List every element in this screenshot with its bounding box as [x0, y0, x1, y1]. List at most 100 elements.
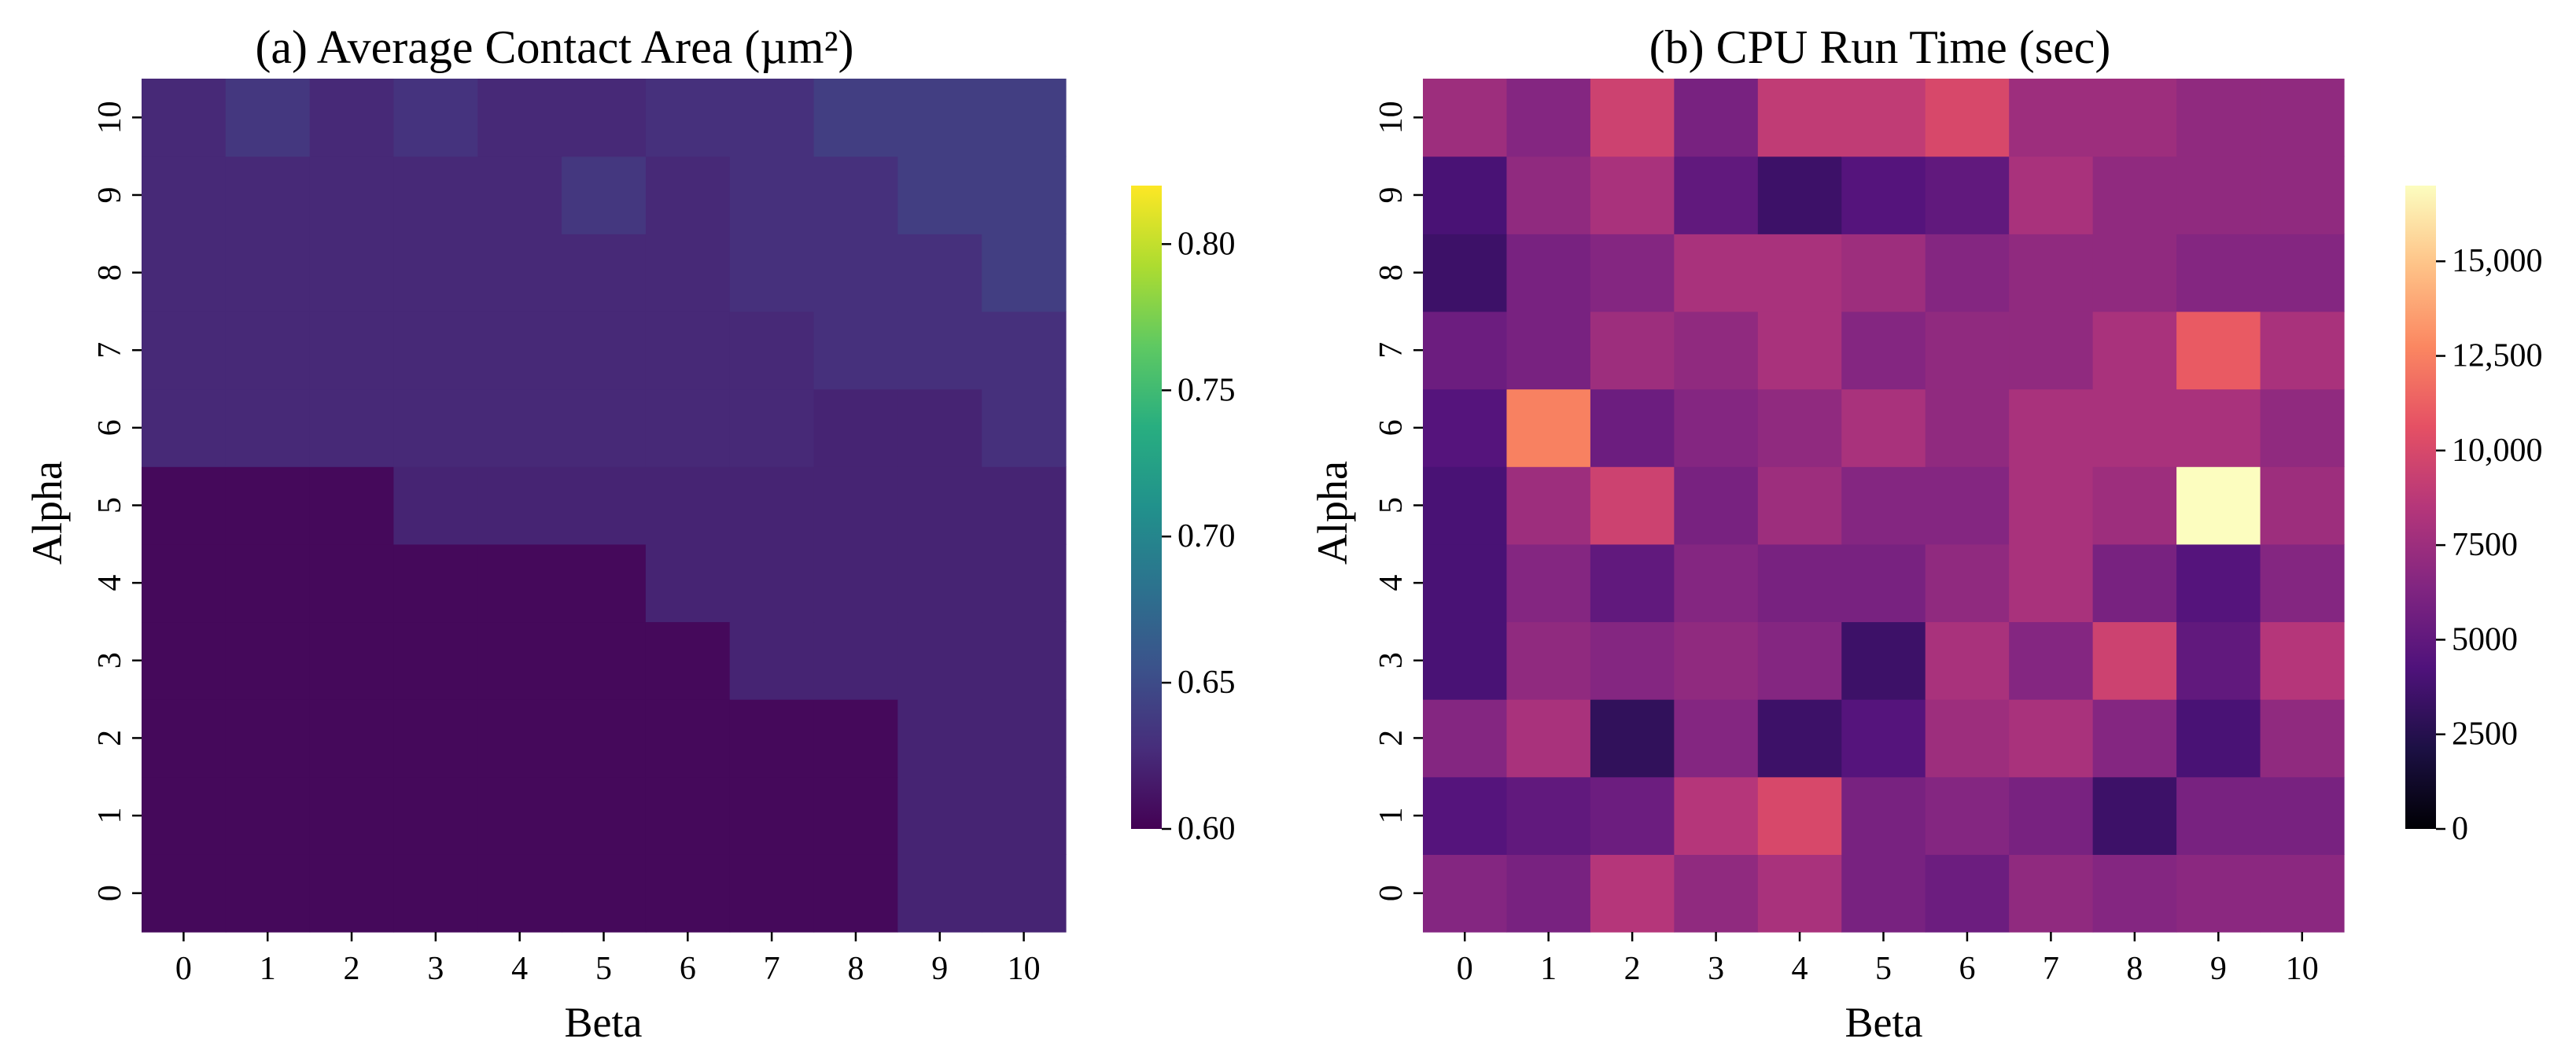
heatmap-cell: [142, 699, 227, 778]
heatmap-cell: [1590, 311, 1675, 390]
heatmap-cell: [1423, 776, 1508, 855]
heatmap-cell: [1757, 466, 1842, 545]
heatmap-cell: [1423, 156, 1508, 234]
heatmap-cell: [1674, 699, 1759, 778]
heatmap-cell: [729, 156, 815, 234]
heatmap-cell: [1757, 699, 1842, 778]
heatmap-cell: [1925, 621, 2010, 700]
y-tick-label: 5: [1373, 497, 1410, 514]
y-tick-label: 3: [1373, 652, 1410, 668]
heatmap-cell: [309, 543, 395, 623]
heatmap-cell: [477, 699, 562, 778]
heatmap-cell: [1925, 776, 2010, 855]
colorbar-tick-label: 5000: [2452, 621, 2518, 657]
heatmap-cell: [142, 311, 227, 390]
x-tick-label: 7: [2043, 951, 2059, 987]
heatmap-cell: [1590, 621, 1675, 700]
heatmap-cell: [2092, 311, 2177, 390]
heatmap-cell: [1841, 776, 1926, 855]
heatmap-cell: [477, 854, 562, 933]
y-tick-label: 8: [92, 264, 128, 281]
x-tick-label: 9: [931, 951, 948, 987]
x-tick-label: 10: [1008, 951, 1041, 987]
heatmap-cell: [897, 854, 982, 933]
heatmap-cell: [1423, 234, 1508, 312]
heatmap-cell: [982, 234, 1067, 312]
panel-b-cells: [1423, 79, 2345, 933]
heatmap-cell: [393, 156, 478, 234]
heatmap-cell: [982, 776, 1067, 855]
heatmap-cell: [2260, 79, 2345, 157]
heatmap-cell: [2260, 854, 2345, 933]
heatmap-cell: [2009, 466, 2094, 545]
heatmap-cell: [813, 776, 898, 855]
heatmap-cell: [982, 311, 1067, 390]
x-tick-label: 9: [2210, 951, 2227, 987]
heatmap-cell: [1757, 543, 1842, 623]
heatmap-cell: [225, 854, 311, 933]
heatmap-cell: [645, 466, 731, 545]
heatmap-cell: [142, 466, 227, 545]
x-tick-label: 8: [847, 951, 864, 987]
heatmap-cell: [562, 156, 647, 234]
heatmap-cell: [813, 699, 898, 778]
x-tick-label: 10: [2286, 951, 2319, 987]
heatmap-cell: [2092, 389, 2177, 467]
heatmap-cell: [729, 389, 815, 467]
heatmap-cell: [1590, 699, 1675, 778]
y-tick-label: 0: [1373, 885, 1410, 901]
heatmap-cell: [1423, 466, 1508, 545]
heatmap-cell: [897, 699, 982, 778]
panel-b-y-label: Alpha: [1309, 461, 1356, 565]
heatmap-cell: [1590, 776, 1675, 855]
panel-b-y-ticks: 0 1 2 3 4 5 6 7 8 9 10: [1373, 101, 1423, 901]
y-tick-label: 1: [1373, 808, 1410, 824]
heatmap-cell: [1925, 234, 2010, 312]
heatmap-cell: [1590, 466, 1675, 545]
heatmap-cell: [1590, 854, 1675, 933]
panel-a-title: (a) Average Contact Area (µm²): [255, 21, 853, 73]
colorbar-tick-label: 15,000: [2452, 243, 2543, 279]
heatmap-cell: [645, 776, 731, 855]
heatmap-cell: [813, 156, 898, 234]
heatmap-cell: [2176, 79, 2261, 157]
heatmap-cell: [897, 466, 982, 545]
colorbar-tick-label: 0.60: [1177, 811, 1236, 847]
heatmap-cell: [645, 311, 731, 390]
panel-a-cells: [142, 79, 1067, 933]
heatmap-cell: [2009, 234, 2094, 312]
heatmap-cell: [2260, 621, 2345, 700]
x-tick-label: 8: [2126, 951, 2143, 987]
heatmap-cell: [1925, 543, 2010, 623]
x-tick-label: 1: [260, 951, 276, 987]
panel-a-y-label: Alpha: [24, 461, 71, 565]
heatmap-cell: [1841, 699, 1926, 778]
x-tick-label: 7: [764, 951, 780, 987]
heatmap-cell: [225, 156, 311, 234]
panel-b-colorbar-ticks: 0 2500 5000 7500 10,000 12,500 15,000: [2436, 243, 2543, 847]
heatmap-cell: [1506, 466, 1591, 545]
colorbar-tick-label: 10,000: [2452, 433, 2543, 469]
panel-b-title: (b) CPU Run Time (sec): [1649, 21, 2111, 73]
heatmap-cell: [1506, 854, 1591, 933]
heatmap-cell: [2176, 234, 2261, 312]
heatmap-cell: [142, 776, 227, 855]
heatmap-cell: [1757, 311, 1842, 390]
colorbar-tick-label: 12,500: [2452, 338, 2543, 374]
heatmap-cell: [1506, 621, 1591, 700]
heatmap-panel-a: (a) Average Contact Area (µm²) 0 1 2 3 4 5 6 7 8…: [24, 21, 1236, 1046]
heatmap-cell: [1506, 776, 1591, 855]
heatmap-cell: [562, 854, 647, 933]
x-tick-label: 3: [427, 951, 444, 987]
heatmap-cell: [1423, 389, 1508, 467]
colorbar-tick-label: 0: [2452, 811, 2468, 847]
heatmap-cell: [393, 621, 478, 700]
x-tick-label: 4: [1792, 951, 1808, 987]
heatmap-cell: [1423, 543, 1508, 623]
heatmap-cell: [1925, 854, 2010, 933]
panel-a-colorbar-ticks: 0.60 0.65 0.70 0.75 0.80: [1162, 226, 1236, 847]
colorbar-tick-label: 0.75: [1177, 372, 1236, 408]
heatmap-cell: [1506, 543, 1591, 623]
heatmap-cell: [1757, 234, 1842, 312]
heatmap-cell: [1674, 854, 1759, 933]
